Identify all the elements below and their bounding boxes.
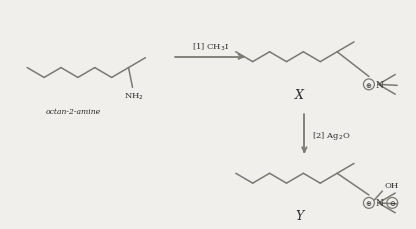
Text: NH$_2$: NH$_2$ <box>124 91 144 101</box>
Text: Y: Y <box>295 209 304 222</box>
Text: $\oplus$: $\oplus$ <box>365 199 373 207</box>
Text: octan-2-amine: octan-2-amine <box>45 108 101 116</box>
Text: OH: OH <box>384 181 399 189</box>
Text: [2] Ag$_2$O: [2] Ag$_2$O <box>312 129 351 141</box>
Text: N: N <box>375 81 383 90</box>
Text: X: X <box>295 88 304 101</box>
Text: [1] CH$_3$I: [1] CH$_3$I <box>192 41 230 52</box>
Text: N: N <box>375 199 383 207</box>
Text: $\ominus$: $\ominus$ <box>389 199 396 207</box>
Text: $\oplus$: $\oplus$ <box>365 81 373 90</box>
